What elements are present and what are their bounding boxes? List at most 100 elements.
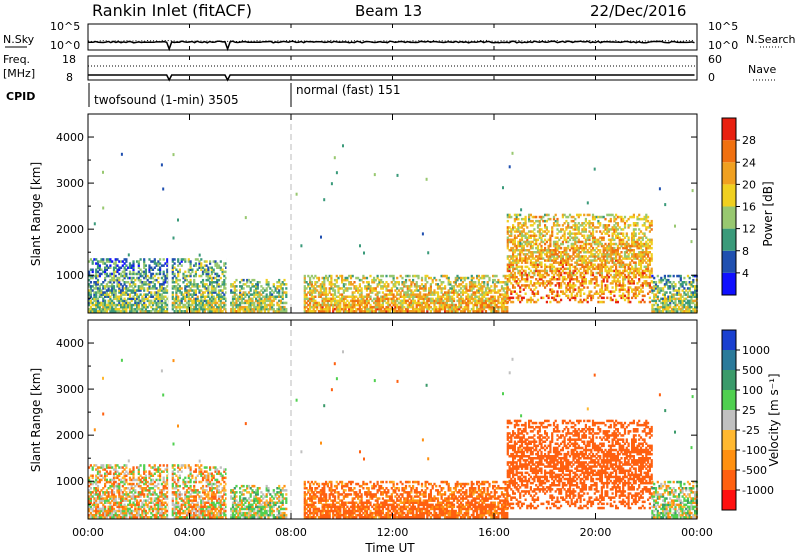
power-cell	[649, 301, 651, 304]
station-title: Rankin Inlet (fitACF)	[92, 1, 252, 20]
power-cell	[549, 218, 551, 221]
power-cell	[125, 273, 127, 276]
power-cell	[154, 283, 156, 286]
power-cell	[496, 285, 498, 288]
power-cell	[235, 285, 237, 288]
power-ylabel: Slant Range [km]	[29, 162, 43, 266]
power-cell	[560, 299, 562, 302]
noise-left-tick-top: 10^5	[50, 20, 80, 33]
power-cell	[109, 264, 111, 267]
power-cell	[596, 230, 598, 233]
power-cell	[624, 284, 626, 287]
power-cell	[599, 222, 601, 225]
power-cell	[622, 232, 624, 235]
power-cell	[514, 286, 516, 289]
power-cell	[683, 277, 685, 280]
freq-right-tick-bottom: 0	[708, 71, 715, 84]
power-cell	[567, 295, 569, 298]
power-cell	[635, 228, 637, 231]
power-cell	[510, 216, 512, 219]
power-cell	[398, 281, 400, 284]
power-cell	[184, 258, 186, 261]
power-cell	[190, 279, 192, 282]
power-cell	[567, 245, 569, 248]
power-cell	[685, 281, 687, 284]
power-cell	[603, 237, 605, 240]
power-cell	[157, 277, 159, 280]
power-cell	[92, 269, 94, 272]
power-cell	[467, 277, 469, 280]
power-cell	[617, 222, 619, 225]
power-cell	[353, 281, 355, 284]
power-cell	[583, 293, 585, 296]
power-cell	[519, 214, 521, 217]
power-cell	[585, 228, 587, 231]
power-cell	[653, 277, 655, 280]
power-cell	[525, 270, 527, 273]
power-cell	[191, 269, 193, 272]
power-cell	[102, 258, 104, 261]
power-cell	[526, 226, 528, 229]
power-cell	[574, 218, 576, 221]
power-cell	[253, 279, 255, 282]
power-cell	[555, 214, 557, 217]
noise-right-tick-bottom: 10^0	[708, 39, 738, 52]
power-cell	[546, 226, 548, 229]
power-cell	[102, 207, 104, 210]
power-cell	[345, 283, 347, 286]
power-cell	[488, 277, 490, 280]
power-cell	[323, 198, 325, 201]
power-cell	[198, 285, 200, 288]
power-cell	[125, 258, 127, 261]
power-cell	[509, 165, 511, 168]
power-cell	[200, 262, 202, 265]
power-cell	[427, 251, 429, 254]
power-cell	[635, 232, 637, 235]
noise-left-tick-bottom: 10^0	[50, 39, 80, 52]
power-cell	[426, 178, 428, 181]
power-cell	[548, 230, 550, 233]
power-cell	[181, 264, 183, 267]
power-cell	[514, 272, 516, 275]
power-cell	[330, 275, 332, 278]
power-cell	[113, 285, 115, 288]
power-cell	[350, 287, 352, 290]
power-cell	[416, 281, 418, 284]
power-cell	[177, 219, 179, 222]
power-cell	[387, 283, 389, 286]
power-cell	[422, 232, 424, 235]
power-cell	[195, 262, 197, 265]
power-cell	[132, 260, 134, 263]
power-cell	[553, 290, 555, 293]
power-cell	[680, 275, 682, 278]
power-cell	[368, 281, 370, 284]
power-cell	[651, 239, 653, 242]
power-cell	[590, 290, 592, 293]
power-cell	[128, 253, 130, 256]
power-cell	[583, 286, 585, 289]
power-cell	[673, 275, 675, 278]
freq-panel: Freq. [MHz] 18 8 60 0 Nave	[3, 53, 776, 84]
power-cell	[657, 296, 659, 299]
power-cell	[612, 299, 614, 302]
power-cell	[644, 295, 646, 298]
power-cell	[366, 277, 368, 280]
power-cell	[311, 281, 313, 284]
power-cell	[651, 247, 653, 250]
power-cell	[599, 249, 601, 252]
power-cell	[617, 301, 619, 304]
power-cell	[603, 297, 605, 300]
power-cell	[184, 271, 186, 274]
power-cell	[597, 284, 599, 287]
power-cell	[537, 299, 539, 302]
power-cell	[437, 291, 439, 294]
power-cell	[583, 235, 585, 238]
power-cell	[442, 281, 444, 284]
power-cell	[525, 216, 527, 219]
power-cell	[507, 220, 509, 223]
power-cell	[282, 287, 284, 290]
noise-left-label: N.Sky	[3, 33, 35, 46]
date-title: 22/Dec/2016	[590, 2, 686, 20]
noise-right-tick-top: 10^5	[708, 20, 738, 33]
power-cell	[259, 281, 261, 284]
